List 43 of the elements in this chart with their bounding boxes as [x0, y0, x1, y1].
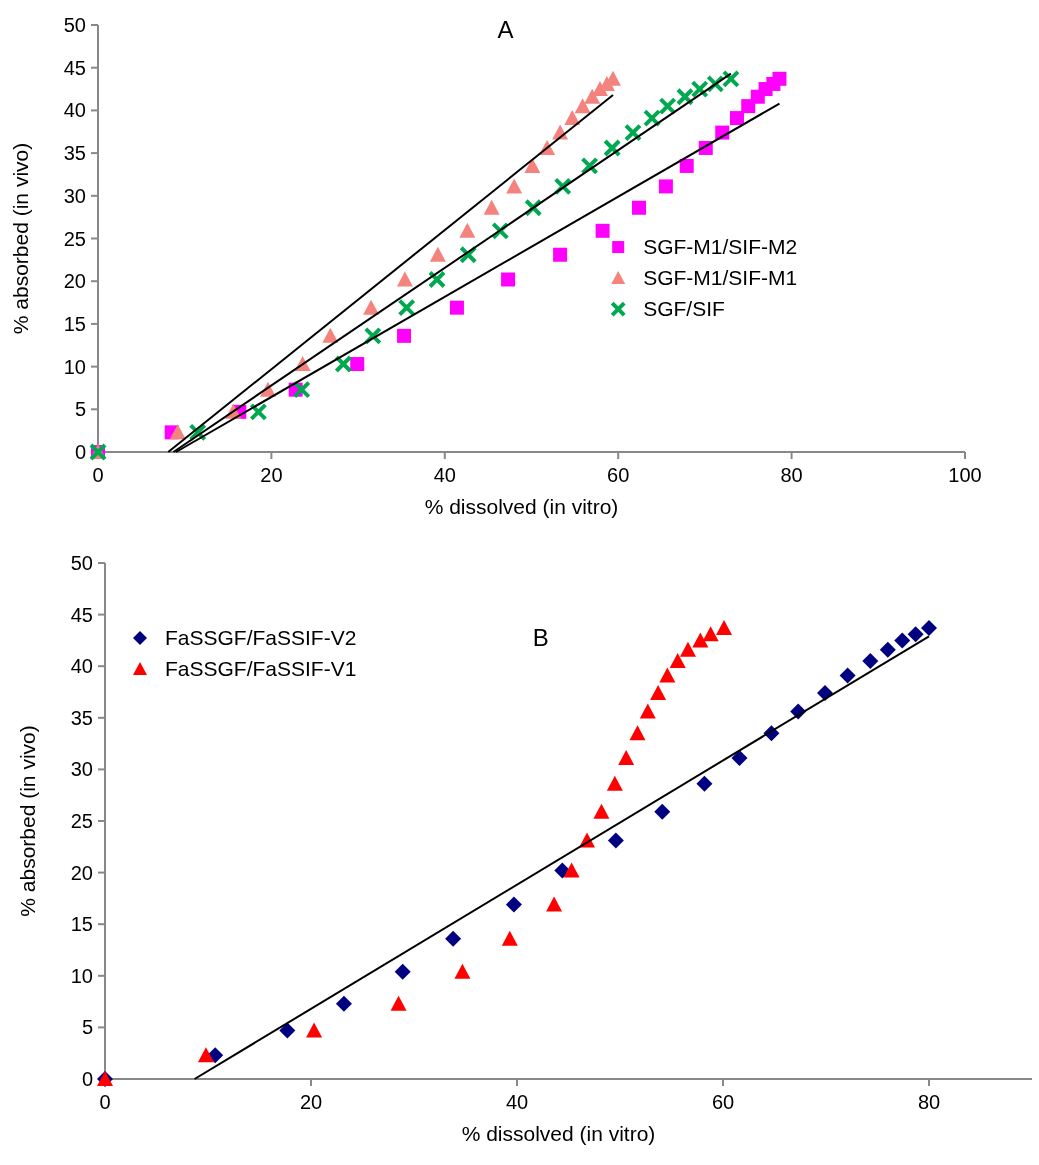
y-tick-label: 15 — [70, 913, 93, 936]
x-tick-label: 20 — [299, 1091, 323, 1113]
x-tick-label: 80 — [917, 1091, 941, 1113]
y-tick-label: 25 — [63, 227, 86, 250]
x-axis-title: % dissolved (in vitro) — [424, 495, 619, 518]
y-tick-label: 30 — [63, 184, 86, 207]
x-tick-label: 60 — [607, 464, 630, 486]
chart-title: A — [497, 16, 514, 44]
text: B — [532, 624, 549, 652]
y-tick-label: 0 — [74, 441, 86, 463]
y-tick-label: 30 — [70, 758, 93, 781]
y-tick-label: 20 — [63, 270, 86, 293]
y-tick-label: 20 — [70, 861, 93, 884]
y-tick-label: 0 — [81, 1068, 93, 1090]
y-axis-title: % absorbed (in vivo) — [9, 142, 32, 335]
x-tick-label: 40 — [505, 1091, 529, 1113]
x-axis-title: % dissolved (in vitro) — [461, 1122, 656, 1145]
x-tick-label: 0 — [99, 1091, 111, 1113]
x-tick-label: 40 — [433, 464, 456, 486]
y-tick-label: 45 — [70, 603, 93, 626]
x-tick-label: 80 — [780, 464, 803, 486]
legend-label: SGF-M1/SIF-M2 — [643, 235, 798, 259]
y-tick-label: 5 — [74, 398, 86, 421]
legend-label: SGF/SIF — [643, 297, 725, 321]
y-tick-label: 50 — [63, 14, 86, 36]
y-tick-label: 45 — [63, 56, 86, 79]
y-tick-label: 5 — [81, 1016, 93, 1039]
x-tick-label: 100 — [948, 464, 982, 486]
y-axis-title: % absorbed (in vivo) — [16, 725, 39, 917]
y-tick-label: 40 — [63, 99, 86, 122]
legend-label: FaSSGF/FaSSIF-V2 — [165, 626, 357, 650]
legend-label: FaSSGF/FaSSIF-V1 — [165, 657, 357, 681]
x-tick-label: 60 — [711, 1091, 735, 1113]
y-tick-label: 25 — [70, 810, 93, 832]
y-tick-label: 35 — [63, 142, 86, 165]
y-tick-label: 35 — [70, 706, 93, 729]
legend-label: SGF-M1/SIF-M1 — [643, 266, 798, 290]
y-tick-label: 10 — [63, 355, 86, 378]
y-tick-label: 50 — [70, 552, 93, 574]
y-tick-label: 40 — [70, 655, 93, 678]
y-tick-label: 15 — [63, 312, 86, 335]
y-tick-label: 10 — [70, 964, 93, 987]
x-tick-label: 20 — [260, 464, 283, 486]
